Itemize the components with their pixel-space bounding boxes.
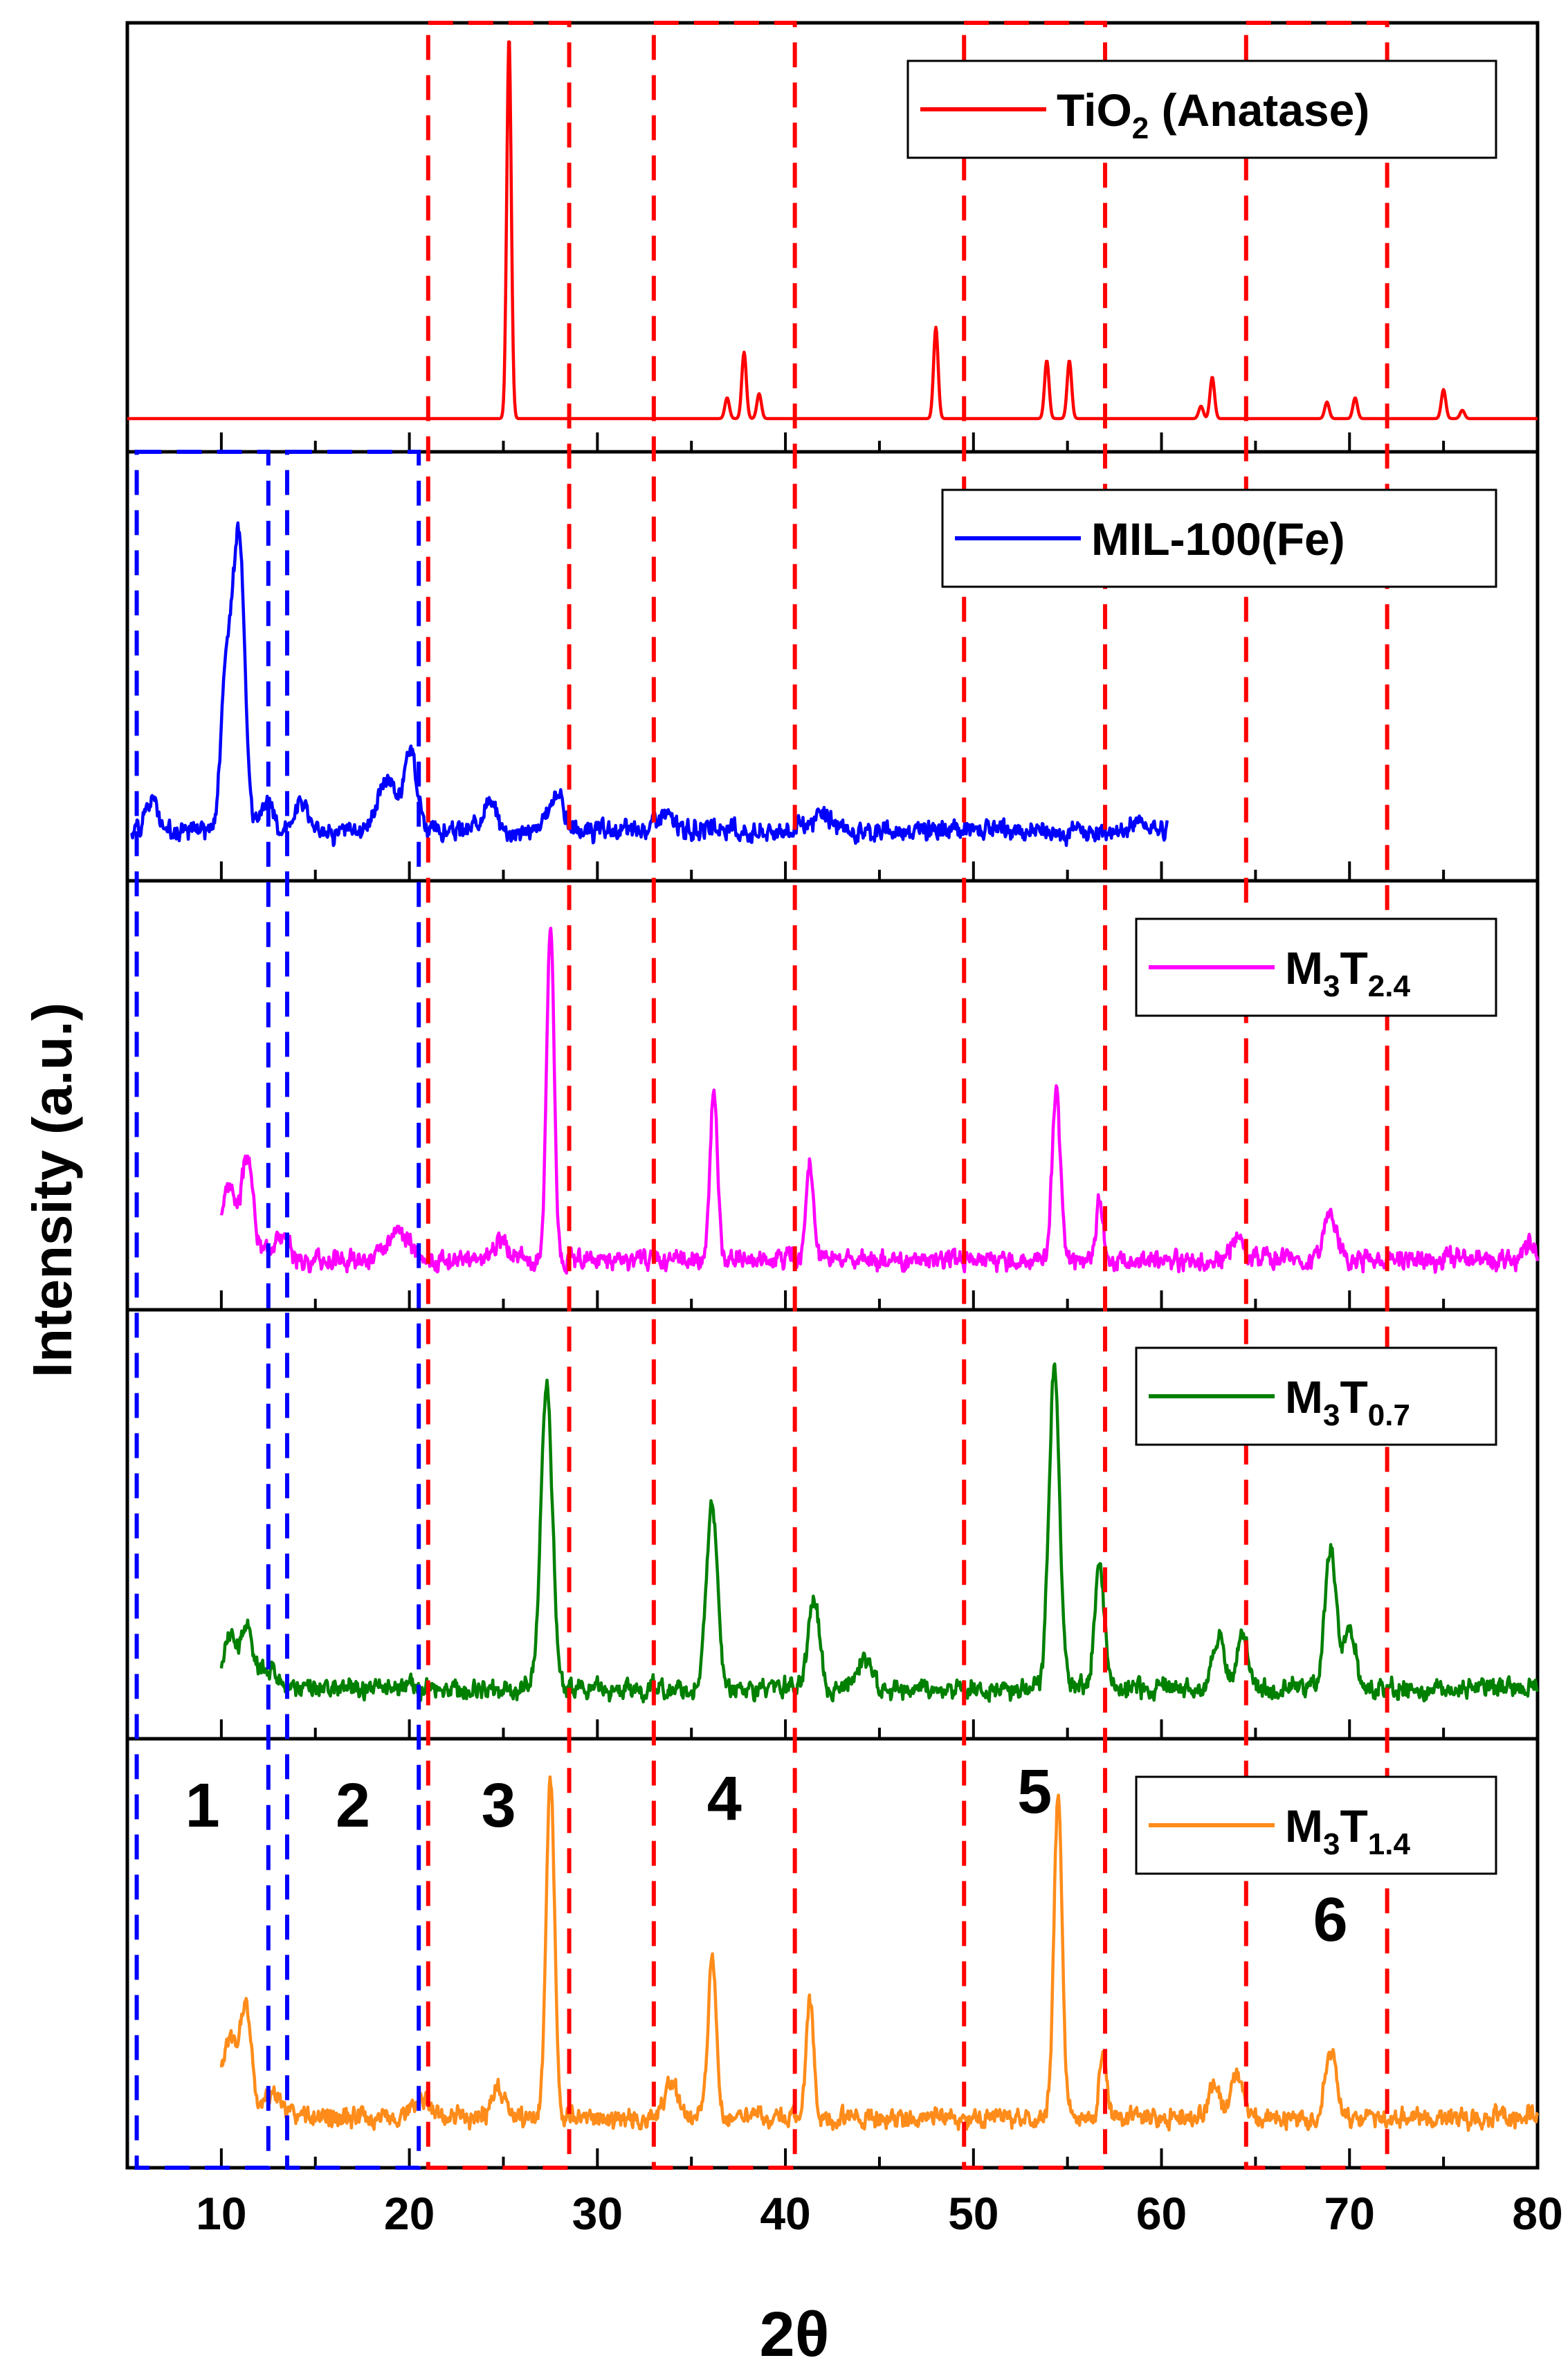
- x-tick-label: 40: [760, 2188, 810, 2239]
- region-box-6: [1243, 21, 1389, 2170]
- legend-text: T: [1340, 1800, 1367, 1852]
- legend-subscript: 1.4: [1368, 1827, 1411, 1861]
- legend-text: T: [1340, 1371, 1367, 1423]
- region-box-4: [651, 21, 797, 2170]
- x-tick-label: 10: [196, 2188, 246, 2239]
- legend-subscript: 3: [1323, 969, 1340, 1003]
- region-label-1: 1: [185, 1771, 220, 1840]
- panel-5: [125, 1737, 1540, 2170]
- x-tick-label: 70: [1324, 2188, 1375, 2239]
- region-boxes: [134, 21, 1389, 2170]
- x-axis: 10 20 30 40 50 60 70 80: [196, 2188, 1563, 2239]
- legend-label: TiO2 (Anatase): [1057, 84, 1369, 145]
- x-tick-label: 50: [948, 2188, 999, 2239]
- region-label-5: 5: [1017, 1757, 1052, 1827]
- legend-1: TiO2 (Anatase): [906, 60, 1497, 159]
- panels: [125, 21, 1540, 2170]
- legend-text: T: [1340, 942, 1367, 994]
- legend-label: M3T0.7: [1285, 1371, 1410, 1432]
- x-tick-label: 80: [1512, 2188, 1562, 2239]
- legends: TiO2 (Anatase)MIL-100(Fe)M3T2.4M3T0.7M3T…: [906, 60, 1497, 1875]
- trace-5: [219, 1775, 1540, 2132]
- legend-label: M3T1.4: [1285, 1800, 1410, 1861]
- legend-text: (Anatase): [1149, 84, 1369, 136]
- trace-3: [219, 926, 1540, 1275]
- region-label-2: 2: [336, 1771, 370, 1840]
- legend-subscript: 3: [1323, 1827, 1340, 1861]
- legend-text: M: [1285, 942, 1323, 994]
- region-label-6: 6: [1313, 1885, 1348, 1955]
- legend-4: M3T0.7: [1135, 1346, 1497, 1446]
- region-label-3: 3: [482, 1771, 516, 1840]
- legend-3: M3T2.4: [1135, 917, 1497, 1017]
- x-tick-label: 60: [1136, 2188, 1187, 2239]
- legend-subscript: 3: [1323, 1398, 1340, 1432]
- x-tick-label: 20: [384, 2188, 435, 2239]
- legend-label: M3T2.4: [1285, 942, 1410, 1003]
- legend-text: M: [1285, 1371, 1323, 1423]
- trace-4: [219, 1362, 1540, 1703]
- legend-subscript: 2: [1132, 111, 1149, 145]
- y-axis-title: Intensity (a.u.): [21, 1003, 83, 1378]
- region-labels: 1 2 3 4 5 6: [185, 1757, 1348, 1955]
- region-label-4: 4: [707, 1764, 742, 1834]
- legend-5: M3T1.4: [1135, 1775, 1497, 1875]
- x-axis-title: 2θ: [760, 2299, 830, 2370]
- region-box-3: [426, 21, 572, 2170]
- legend-subscript: 2.4: [1368, 969, 1411, 1003]
- legend-2: MIL-100(Fe): [941, 488, 1497, 588]
- legend-text: MIL-100(Fe): [1091, 513, 1345, 565]
- legend-text: TiO: [1057, 84, 1132, 136]
- trace-1: [126, 40, 1539, 421]
- legend-text: M: [1285, 1800, 1323, 1852]
- region-box-5: [962, 21, 1108, 2170]
- legend-subscript: 0.7: [1368, 1398, 1410, 1432]
- panel-frame: [125, 1737, 1540, 2170]
- x-tick-label: 30: [572, 2188, 623, 2239]
- trace-2: [129, 521, 1169, 848]
- legend-label: MIL-100(Fe): [1091, 513, 1345, 565]
